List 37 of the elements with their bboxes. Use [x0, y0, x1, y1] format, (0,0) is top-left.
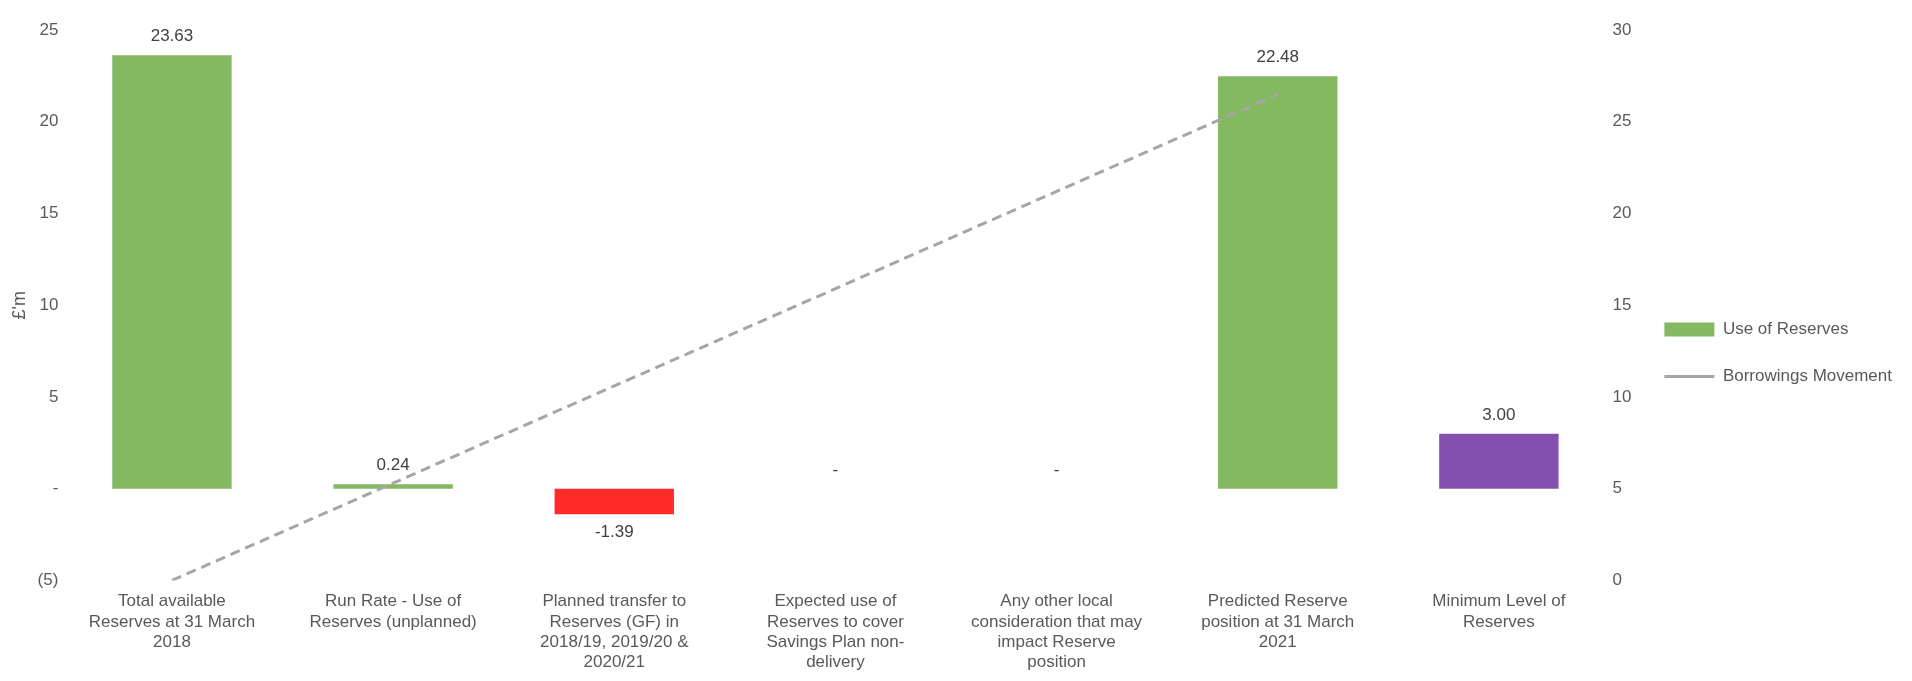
bar	[554, 488, 674, 515]
data-label: 0.24	[376, 455, 410, 475]
bar	[112, 55, 232, 489]
y-tick-label: 25	[39, 19, 59, 39]
y-tick-label: 10	[39, 294, 59, 314]
y-tick-label: -	[52, 478, 59, 498]
bar	[1218, 76, 1338, 489]
y2-tick-label: 30	[1612, 19, 1632, 39]
y-tick-label: (5)	[37, 570, 59, 590]
y-tick-label: 20	[39, 111, 59, 131]
y2-tick-label: 25	[1612, 111, 1632, 131]
y2-tick-label: 0	[1612, 570, 1622, 590]
legend-label: Use of Reserves	[1722, 319, 1849, 339]
y-tick-label: 15	[39, 203, 59, 223]
data-label: 22.48	[1256, 47, 1300, 67]
y2-tick-label: 5	[1612, 478, 1622, 498]
x-tick-label: Expected use of Reserves to cover Savings Plan non-delivery	[766, 591, 905, 672]
data-label: -	[832, 459, 839, 479]
x-tick-label: Any other local consideration that may impact Reserve position	[971, 591, 1143, 672]
x-tick-label: Run Rate - Use of Reserves (unplanned)	[309, 591, 477, 631]
line-series	[170, 92, 1280, 581]
data-label: 23.63	[150, 26, 194, 46]
x-tick-label: Predicted Reserve position at 31 March 2021	[1201, 591, 1355, 652]
x-tick-label: Minimum Level of Reserves	[1432, 591, 1566, 631]
data-label: 3.00	[1482, 404, 1516, 424]
y2-tick-label: 10	[1612, 386, 1632, 406]
x-tick-label: Total available Reserves at 31 March 2018	[88, 591, 256, 652]
bar	[333, 484, 453, 489]
data-label: -	[1053, 459, 1060, 479]
y-axis-title: £'m	[8, 290, 29, 320]
y2-tick-label: 20	[1612, 203, 1632, 223]
y-tick-label: 5	[48, 386, 59, 406]
y2-tick-label: 15	[1612, 294, 1632, 314]
legend-label: Borrowings Movement	[1722, 366, 1893, 386]
data-label: -1.39	[594, 522, 634, 542]
x-tick-label: Planned transfer to Reserves (GF) in 2018/19, 2019/20 & 2020/21	[540, 591, 690, 672]
bar	[1439, 433, 1559, 489]
